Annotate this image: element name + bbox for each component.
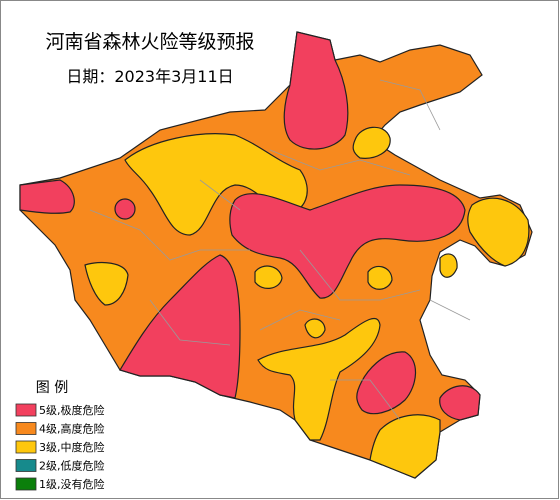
legend: 5级,极度危险 4级,高度危险 3级,中度危险 2级,低度危险 1级,没有危险 — [15, 403, 105, 491]
legend-label: 5级,极度危险 — [39, 403, 105, 417]
yellow-zone — [304, 318, 326, 339]
legend-swatch — [15, 422, 37, 435]
red-zone — [283, 31, 349, 150]
red-zone — [439, 385, 481, 421]
legend-label: 2级,低度危险 — [39, 459, 105, 473]
yellow-zone — [257, 317, 381, 441]
yellow-zone — [254, 265, 283, 289]
red-zone — [114, 198, 136, 220]
red-zone — [19, 179, 75, 214]
legend-swatch — [15, 403, 37, 417]
legend-swatch — [15, 440, 37, 454]
red-zone — [356, 351, 417, 415]
legend-swatch — [15, 459, 37, 472]
yellow-zone — [84, 261, 129, 306]
red-zone — [119, 254, 241, 399]
legend-swatch — [15, 477, 37, 491]
map-title: 河南省森林火险等级预报 — [45, 31, 254, 53]
yellow-zone — [367, 265, 393, 290]
map — [19, 31, 533, 479]
yellow-zone — [467, 197, 530, 267]
legend-label: 1级,没有危险 — [39, 477, 105, 491]
legend-title: 图 例 — [36, 380, 68, 396]
legend-label: 4级,高度危险 — [39, 422, 105, 436]
county-border — [89, 79, 471, 421]
yellow-zone — [352, 126, 391, 159]
yellow-zone — [439, 253, 458, 278]
legend-label: 3级,中度危险 — [39, 440, 105, 454]
yellow-zone — [369, 414, 441, 479]
map-date: 日期：2023年3月11日 — [66, 67, 233, 86]
red-zone — [229, 184, 466, 299]
